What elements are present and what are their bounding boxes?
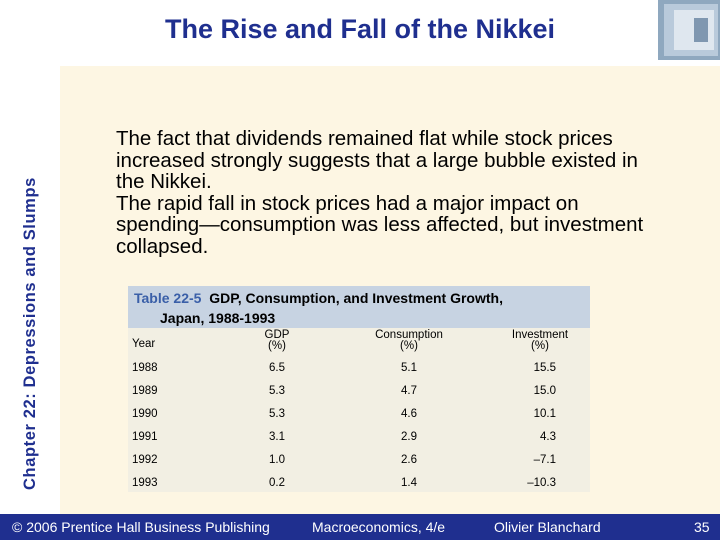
cell-consumption: 2.6	[401, 454, 417, 466]
table-caption-area: Table 22-5 GDP, Consumption, and Investm…	[128, 286, 590, 328]
cell-investment: –7.1	[533, 454, 556, 466]
col-header-investment: Investment (%)	[500, 329, 580, 352]
table-number: Table 22-5	[134, 290, 202, 306]
chapter-label: Chapter 22: Depressions and Slumps	[21, 177, 39, 490]
col-header-consumption-label: Consumption	[375, 329, 443, 341]
cell-gdp: 6.5	[269, 362, 285, 374]
cell-consumption: 5.1	[401, 362, 417, 374]
cell-year: 1993	[132, 477, 158, 489]
cell-consumption: 4.7	[401, 385, 417, 397]
cell-gdp: 1.0	[269, 454, 285, 466]
footer-author: Olivier Blanchard	[494, 519, 601, 535]
table-row: 1989 5.3 4.7 15.0	[128, 381, 590, 403]
col-header-consumption-unit: (%)	[400, 340, 418, 352]
slide-title: The Rise and Fall of the Nikkei	[164, 14, 556, 44]
col-header-investment-unit: (%)	[531, 340, 549, 352]
cell-consumption: 1.4	[401, 477, 417, 489]
left-sidebar: Chapter 22: Depressions and Slumps	[0, 0, 60, 514]
table-row: 1991 3.1 2.9 4.3	[128, 427, 590, 449]
table-row: 1988 6.5 5.1 15.5	[128, 358, 590, 380]
col-header-investment-label: Investment	[511, 329, 569, 341]
table-row: 1990 5.3 4.6 10.1	[128, 404, 590, 426]
cell-gdp: 3.1	[269, 431, 285, 443]
cell-year: 1990	[132, 408, 158, 420]
cell-consumption: 2.9	[401, 431, 417, 443]
cell-year: 1988	[132, 362, 158, 374]
cell-year: 1992	[132, 454, 158, 466]
cell-investment: 10.1	[533, 408, 556, 420]
decorative-bar	[694, 18, 708, 42]
col-header-consumption: Consumption (%)	[364, 329, 454, 352]
cell-consumption: 4.6	[401, 408, 417, 420]
table-caption-line1: Table 22-5 GDP, Consumption, and Investm…	[134, 290, 503, 306]
cell-investment: 15.5	[533, 362, 556, 374]
cell-year: 1991	[132, 431, 158, 443]
cell-investment: 4.3	[540, 431, 556, 443]
cell-year: 1989	[132, 385, 158, 397]
col-header-gdp: GDP (%)	[252, 329, 302, 352]
cell-gdp: 5.3	[269, 385, 285, 397]
paragraph-1: The fact that dividends remained flat wh…	[116, 127, 638, 194]
col-header-gdp-unit: (%)	[268, 340, 286, 352]
decorative-corner-graphic	[658, 0, 720, 60]
table-caption-text: GDP, Consumption, and Investment Growth,	[209, 290, 503, 306]
table-column-headers: Year GDP (%) Consumption (%) Investment …	[128, 328, 590, 356]
footer-copyright: © 2006 Prentice Hall Business Publishing	[12, 519, 270, 535]
data-table: Table 22-5 GDP, Consumption, and Investm…	[128, 286, 590, 492]
footer-book-title: Macroeconomics, 4/e	[312, 519, 446, 535]
cell-investment: 15.0	[533, 385, 556, 397]
col-header-gdp-label: GDP	[264, 329, 290, 341]
table-row: 1993 0.2 1.4 –10.3	[128, 473, 590, 495]
table-caption-line2: Japan, 1988-1993	[160, 310, 276, 326]
body-text: The fact that dividends remained flat wh…	[116, 128, 656, 258]
col-header-year: Year	[132, 338, 156, 350]
page-number: 35	[694, 519, 710, 535]
cell-investment: –10.3	[527, 477, 556, 489]
footer-bar: © 2006 Prentice Hall Business Publishing…	[0, 514, 720, 540]
paragraph-2: The rapid fall in stock prices had a maj…	[116, 191, 644, 258]
table-row: 1992 1.0 2.6 –7.1	[128, 450, 590, 472]
cell-gdp: 0.2	[269, 477, 285, 489]
cell-gdp: 5.3	[269, 408, 285, 420]
